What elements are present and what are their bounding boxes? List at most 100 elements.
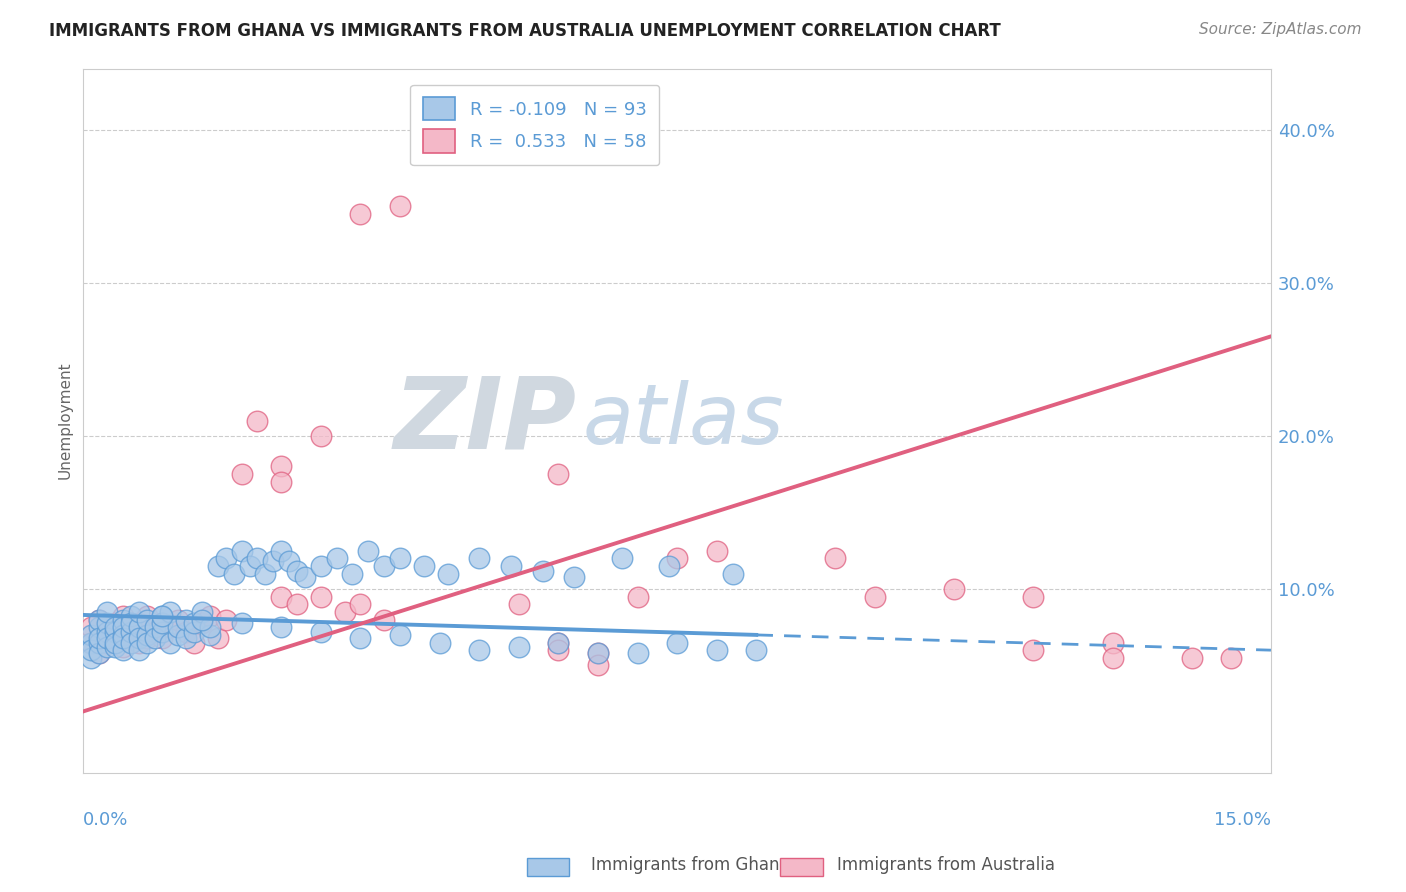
Point (215, 613, 238, 627)
Point (120, 624, 142, 639)
Point (666, 551, 689, 566)
Point (152, 615, 174, 630)
Point (468, 551, 491, 566)
Point (120, 620, 142, 634)
Point (294, 570, 316, 584)
Point (508, 640, 530, 654)
Point (547, 635, 569, 649)
Point (174, 624, 197, 639)
Point (309, 624, 332, 639)
Point (373, 613, 395, 627)
Point (231, 615, 253, 630)
Point (270, 459, 292, 474)
Point (128, 605, 150, 619)
Point (231, 467, 253, 482)
Point (152, 624, 174, 639)
Point (349, 597, 371, 611)
Point (531, 564, 554, 578)
Point (104, 620, 127, 634)
Point (120, 628, 142, 642)
Point (135, 628, 157, 642)
Point (270, 620, 292, 634)
Point (231, 543, 253, 558)
Point (373, 559, 395, 574)
Point (96, 605, 118, 619)
Point (198, 620, 221, 634)
Text: IMMIGRANTS FROM GHANA VS IMMIGRANTS FROM AUSTRALIA UNEMPLOYMENT CORRELATION CHAR: IMMIGRANTS FROM GHANA VS IMMIGRANTS FROM… (49, 22, 1001, 40)
Point (111, 613, 134, 627)
Point (215, 551, 238, 566)
Point (152, 631, 174, 645)
Point (436, 566, 458, 581)
Point (586, 646, 609, 660)
Point (357, 543, 380, 558)
Point (89, 635, 111, 649)
Point (80, 620, 103, 634)
Point (135, 631, 157, 645)
Point (135, 613, 157, 627)
Y-axis label: Unemployment: Unemployment (58, 362, 72, 479)
Point (1220, 650, 1243, 665)
Point (270, 475, 292, 489)
Point (706, 643, 728, 657)
Point (183, 635, 205, 649)
Point (96, 615, 118, 630)
Point (174, 613, 197, 627)
Point (111, 631, 134, 645)
Point (152, 609, 174, 624)
Point (120, 615, 142, 630)
Point (412, 559, 434, 574)
Point (89, 646, 111, 660)
Point (167, 613, 190, 627)
Point (159, 620, 181, 634)
Point (285, 564, 308, 578)
Point (128, 631, 150, 645)
Point (96, 635, 118, 649)
Point (349, 207, 371, 221)
Point (143, 620, 166, 634)
Point (706, 543, 728, 558)
Point (183, 615, 205, 630)
Point (96, 640, 118, 654)
Point (207, 631, 229, 645)
Text: 0.0%: 0.0% (83, 811, 129, 829)
Point (610, 551, 633, 566)
Point (547, 635, 569, 649)
Point (1101, 650, 1123, 665)
Point (128, 643, 150, 657)
Point (104, 635, 127, 649)
Point (246, 551, 269, 566)
Point (111, 609, 134, 624)
Point (135, 635, 157, 649)
Point (111, 643, 134, 657)
Point (128, 615, 150, 630)
Point (80, 635, 103, 649)
Point (96, 631, 118, 645)
Point (270, 590, 292, 604)
Point (96, 624, 118, 639)
Point (104, 615, 127, 630)
Point (143, 631, 166, 645)
Point (80, 650, 103, 665)
Point (120, 609, 142, 624)
Point (128, 620, 150, 634)
Point (547, 643, 569, 657)
Point (89, 631, 111, 645)
Point (167, 628, 190, 642)
Point (325, 551, 347, 566)
Point (508, 597, 530, 611)
Point (262, 554, 284, 568)
Point (666, 635, 689, 649)
Point (183, 624, 205, 639)
Legend: R = -0.109   N = 93, R =  0.533   N = 58: R = -0.109 N = 93, R = 0.533 N = 58 (411, 85, 659, 165)
Point (824, 551, 846, 566)
Point (191, 613, 214, 627)
Point (499, 559, 522, 574)
Point (547, 467, 569, 482)
Point (626, 646, 648, 660)
Point (586, 646, 609, 660)
Point (104, 640, 127, 654)
Point (349, 631, 371, 645)
Point (207, 559, 229, 574)
Point (111, 620, 134, 634)
